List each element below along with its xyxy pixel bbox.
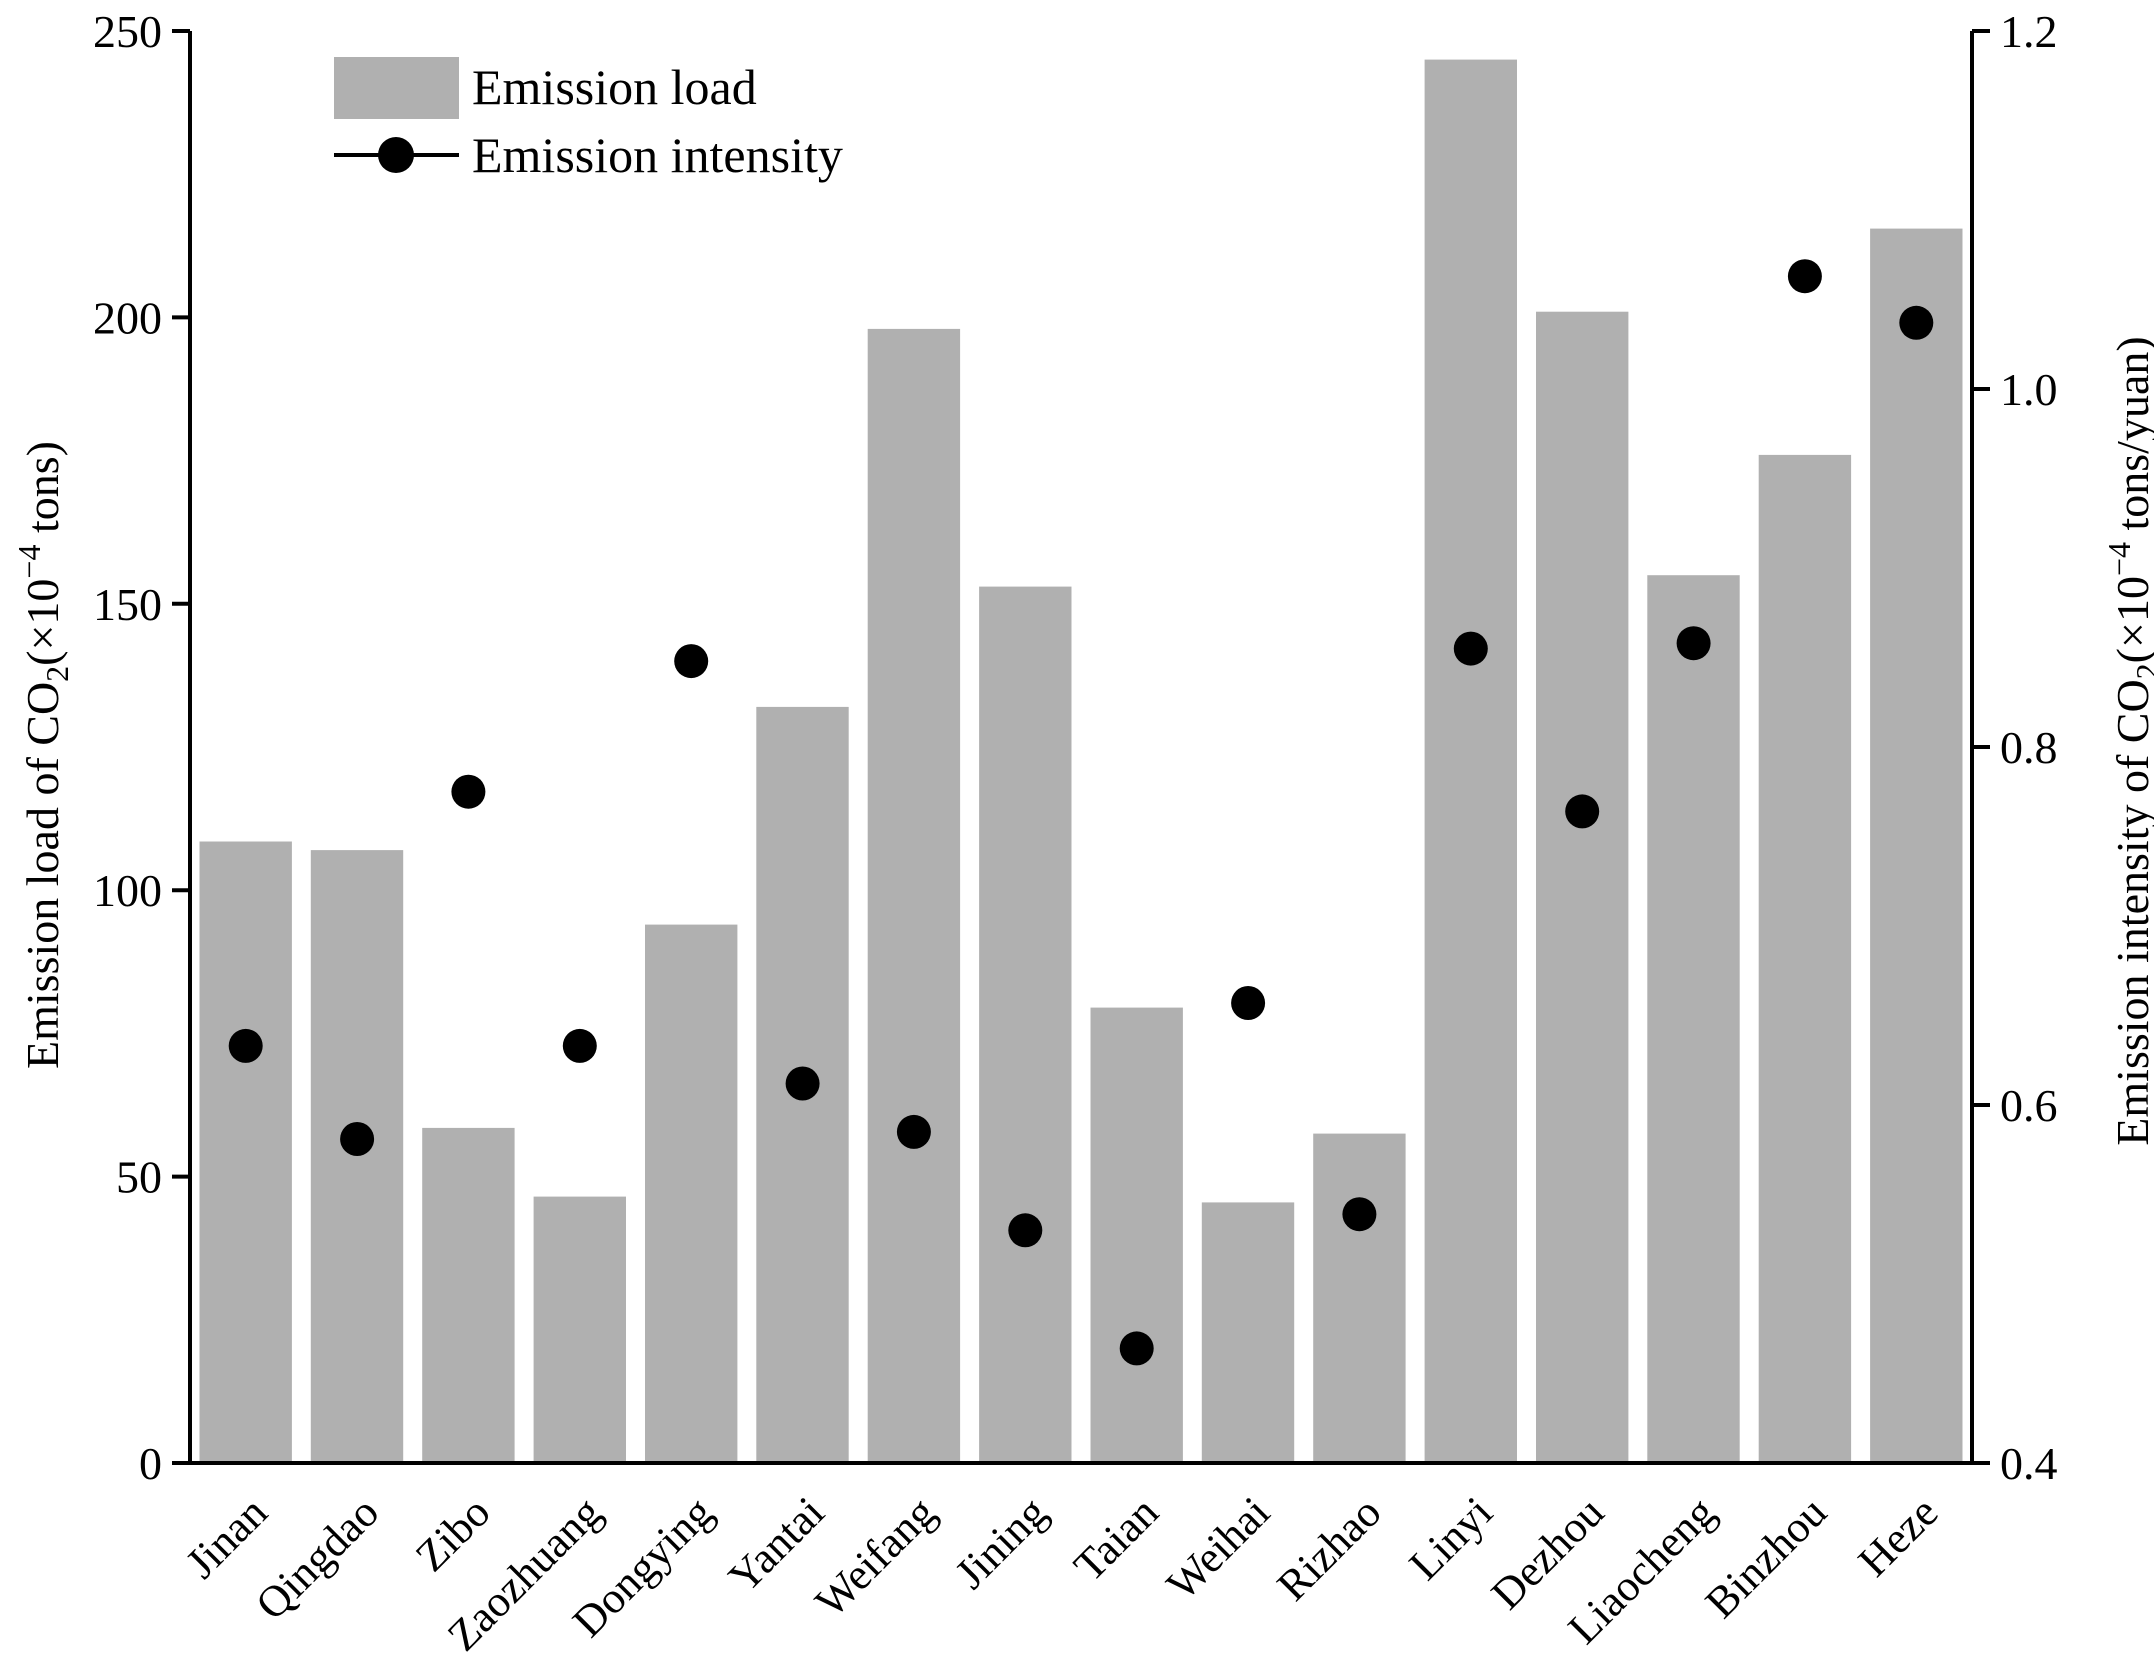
left-tick-label: 50 <box>116 1152 162 1203</box>
point-jinan <box>228 1028 263 1063</box>
legend-bar-swatch <box>334 57 459 119</box>
bar-liaocheng <box>1647 575 1740 1463</box>
bar-dezhou <box>1536 311 1629 1464</box>
left-tick-label: 200 <box>93 292 162 343</box>
left-tick-label: 250 <box>93 6 162 57</box>
category-label: Qingdao <box>246 1487 388 1629</box>
point-weihai <box>1231 986 1266 1020</box>
point-yantai <box>785 1066 820 1101</box>
bar-binzhou <box>1758 454 1852 1463</box>
right-tick-label: 0.6 <box>2000 1080 2058 1131</box>
bar-jining <box>979 586 1072 1463</box>
point-jining <box>1008 1213 1043 1248</box>
category-label: Rizhao <box>1268 1487 1391 1610</box>
category-label: Taian <box>1064 1487 1167 1590</box>
bar-jinan <box>199 841 292 1463</box>
category-label: Binzhou <box>1696 1487 1836 1627</box>
category-label: Jinan <box>176 1487 276 1587</box>
point-zibo <box>451 774 486 809</box>
left-axis-title: Emission load of CO2(×10−4 tons) <box>11 441 75 1069</box>
point-qingdao <box>340 1122 375 1156</box>
left-tick-label: 0 <box>139 1438 162 1489</box>
right-tick-label: 0.4 <box>2000 1438 2058 1489</box>
bar-series <box>199 59 1963 1464</box>
point-series <box>228 259 1934 1366</box>
legend-bar-label: Emission load <box>472 59 757 115</box>
bar-taian <box>1090 1007 1183 1463</box>
right-tick-label: 1.0 <box>2000 364 2058 415</box>
category-label: Zibo <box>406 1487 499 1580</box>
right-tick-label: 1.2 <box>2000 6 2058 57</box>
point-liaocheng <box>1676 626 1711 661</box>
right-tick-label: 0.8 <box>2000 722 2058 773</box>
bar-weifang <box>867 328 961 1463</box>
legend: Emission load Emission intensity <box>334 57 843 183</box>
point-binzhou <box>1787 259 1822 294</box>
left-tick-label: 150 <box>93 579 162 630</box>
bar-zibo <box>422 1127 515 1463</box>
category-label: Heze <box>1849 1487 1948 1586</box>
point-taian <box>1119 1331 1154 1366</box>
bar-dongying <box>645 924 738 1463</box>
bar-zaozhuang <box>533 1196 626 1463</box>
right-axis-title: Emission intensity of CO2(×10−4 tons/yua… <box>2101 336 2154 1145</box>
legend-marker-swatch <box>378 137 414 173</box>
point-dezhou <box>1565 794 1600 829</box>
point-weifang <box>896 1114 931 1149</box>
axis-titles: Emission load of CO2(×10−4 tons) Emission… <box>11 336 2154 1145</box>
left-tick-label: 100 <box>93 865 162 916</box>
bar-heze <box>1870 228 1963 1464</box>
bar-weihai <box>1201 1202 1295 1463</box>
bar-linyi <box>1424 59 1517 1464</box>
point-rizhao <box>1342 1197 1377 1232</box>
category-label: Linyi <box>1400 1487 1502 1589</box>
point-dongying <box>674 644 709 679</box>
category-label: Weihai <box>1157 1487 1279 1609</box>
category-label: Jining <box>946 1487 1057 1598</box>
category-label: Weifang <box>806 1487 945 1626</box>
legend-marker-label: Emission intensity <box>472 127 843 183</box>
bar-rizhao <box>1313 1133 1406 1463</box>
point-linyi <box>1453 631 1488 666</box>
bar-qingdao <box>310 850 404 1463</box>
point-zaozhuang <box>562 1028 597 1063</box>
point-heze <box>1899 305 1934 340</box>
